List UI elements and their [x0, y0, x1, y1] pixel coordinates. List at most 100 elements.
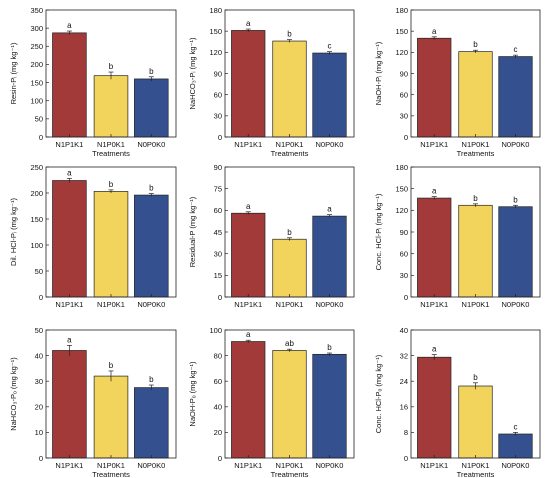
significance-letter: b	[287, 30, 292, 39]
panel-3: a N1P1K1 b N1P0K1 c N0P0K0 0 30 60 90 120 150 180 NaO…	[374, 6, 541, 158]
x-tick-label: N0P0K0	[137, 461, 165, 470]
plot-frame	[224, 9, 355, 138]
bar-N1P1K1	[231, 212, 266, 298]
significance-letter: b	[473, 40, 478, 49]
y-tick-label: 100	[209, 326, 222, 335]
bar-N1P0K1	[272, 350, 307, 459]
bar-N1P0K1	[93, 75, 129, 138]
y-tick-label: 0	[39, 454, 43, 463]
significance-letter: a	[327, 205, 332, 214]
y-tick-label: 150	[209, 27, 222, 36]
y-tick-label: 180	[209, 6, 222, 15]
bar-N1P0K1	[93, 375, 129, 459]
x-tick-label: N1P1K1	[234, 461, 262, 470]
x-tick-label: N0P0K0	[316, 140, 344, 149]
y-tick-label: 45	[214, 228, 222, 237]
bar-N1P1K1	[52, 180, 87, 298]
x-tick-label: N0P0K0	[316, 461, 344, 470]
x-tick-label: N1P1K1	[420, 140, 448, 149]
bar-N1P0K1	[458, 385, 493, 459]
significance-letter: a	[246, 202, 251, 211]
significance-letter: b	[109, 62, 114, 71]
bar-N1P1K1	[52, 32, 87, 138]
bar-N1P0K1	[93, 191, 129, 298]
panel-6: a N1P1K1 b N1P0K1 b N0P0K0 0 30 60 90 120 150 180 Con…	[374, 163, 541, 309]
y-tick-label: 350	[30, 6, 43, 15]
significance-letter: b	[473, 373, 478, 382]
y-tick-label: 250	[30, 42, 43, 51]
x-axis-label: Treatments	[92, 149, 130, 158]
y-tick-label: 50	[35, 115, 43, 124]
y-tick-label: 60	[214, 206, 222, 215]
y-tick-label: 50	[35, 326, 43, 335]
y-tick-label: 0	[39, 133, 43, 142]
plot-frame	[410, 9, 541, 138]
y-tick-label: 75	[214, 184, 222, 193]
y-tick-label: 180	[395, 163, 408, 172]
bar-N0P0K0	[312, 52, 347, 138]
y-tick-label: 0	[404, 454, 408, 463]
y-axis-label: NaHCO₃-Pᵢ (mg kg⁻¹)	[188, 37, 197, 109]
y-tick-label: 150	[395, 27, 408, 36]
y-tick-label: 8	[404, 428, 408, 437]
bar-N1P1K1	[52, 350, 87, 459]
significance-letter: c	[513, 45, 517, 54]
y-tick-label: 150	[30, 215, 43, 224]
y-axis-label: Conc. HCl-Pₒ (mg kg⁻¹)	[374, 354, 383, 433]
x-tick-label: N1P0K1	[276, 300, 304, 309]
significance-letter: b	[109, 180, 114, 189]
y-tick-label: 0	[218, 133, 222, 142]
y-tick-label: 60	[214, 377, 222, 386]
x-tick-label: N1P1K1	[234, 140, 262, 149]
x-tick-label: N1P0K1	[97, 461, 125, 470]
y-tick-label: 40	[35, 351, 43, 360]
x-tick-label: N1P1K1	[55, 461, 83, 470]
significance-letter: b	[149, 184, 154, 193]
y-tick-label: 120	[395, 206, 408, 215]
x-axis-label: Treatments	[457, 149, 495, 158]
x-axis-label: Treatments	[271, 149, 309, 158]
y-tick-label: 90	[214, 163, 222, 172]
y-axis-label: Conc. HCl-Pᵢ (mg kg⁻¹)	[374, 193, 383, 270]
x-tick-label: N0P0K0	[137, 300, 165, 309]
significance-letter: a	[246, 19, 251, 28]
y-tick-label: 150	[30, 78, 43, 87]
y-tick-label: 300	[30, 24, 43, 33]
significance-letter: b	[287, 228, 292, 237]
y-axis-label: NaOH-Pᵢ (mg kg⁻¹)	[374, 41, 383, 105]
significance-letter: c	[327, 42, 331, 51]
panel-4: a N1P1K1 b N1P0K1 b N0P0K0 0 50 100 150 200 250 Dil.…	[9, 163, 177, 309]
y-tick-label: 90	[400, 228, 408, 237]
significance-letter: b	[149, 67, 154, 76]
significance-letter: b	[109, 361, 114, 370]
x-tick-label: N1P1K1	[420, 461, 448, 470]
x-tick-label: N1P0K1	[276, 140, 304, 149]
x-tick-label: N1P0K1	[276, 461, 304, 470]
bar-N1P1K1	[417, 37, 452, 138]
y-tick-label: 30	[400, 271, 408, 280]
plot-frame	[45, 329, 177, 459]
x-tick-label: N0P0K0	[137, 140, 165, 149]
significance-letter: a	[432, 27, 437, 36]
x-tick-label: N1P1K1	[55, 300, 83, 309]
y-tick-label: 0	[404, 293, 408, 302]
y-axis-label: NaOH-Pₒ (mg kg⁻¹)	[188, 361, 197, 427]
significance-letter: a	[67, 335, 72, 344]
plot-frame	[410, 166, 541, 298]
significance-letter: a	[67, 21, 72, 30]
bar-N0P0K0	[134, 194, 169, 298]
bar-N1P0K1	[272, 40, 307, 138]
plot-frame	[45, 166, 177, 298]
y-tick-label: 60	[400, 90, 408, 99]
y-tick-label: 180	[395, 6, 408, 15]
bar-N1P1K1	[417, 197, 452, 298]
bar-N1P1K1	[231, 30, 266, 138]
y-tick-label: 20	[214, 428, 222, 437]
y-tick-label: 200	[30, 60, 43, 69]
panel-2: a N1P1K1 b N1P0K1 c N0P0K0 0 30 60 90 120 150 180 NaH…	[188, 6, 355, 158]
x-tick-label: N0P0K0	[502, 140, 530, 149]
y-tick-label: 0	[218, 293, 222, 302]
panel-5: a N1P1K1 b N1P0K1 a N0P0K0 0 15 30 45 60 75 90 Residu…	[188, 163, 355, 309]
y-tick-label: 120	[395, 48, 408, 57]
